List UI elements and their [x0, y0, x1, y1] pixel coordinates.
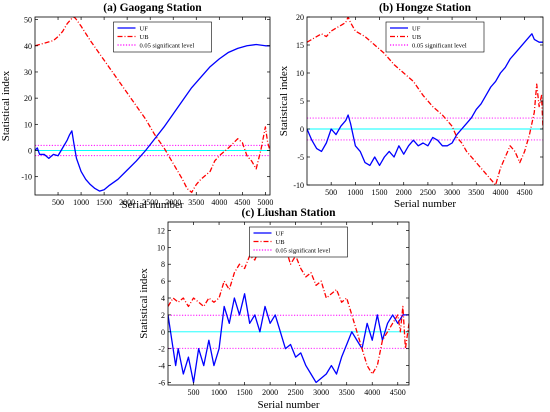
y-tick-label: 10: [296, 69, 304, 78]
x-tick-label: 1000: [347, 188, 363, 197]
y-tick-label: 10: [157, 243, 165, 252]
y-tick-label: 6: [161, 277, 165, 286]
panel-hongze: (b) Hongze Station 500 1000 1500 2000 2500 300…: [278, 2, 544, 210]
x-tick-label: 500: [325, 188, 337, 197]
y-tick-label: 40: [24, 42, 32, 51]
legend-entry: UB: [276, 239, 286, 246]
x-tick-label: 2500: [288, 388, 304, 397]
x-tick-label: 5000: [257, 198, 273, 207]
x-tick-label: 4000: [492, 188, 508, 197]
y-tick-label: 20: [296, 13, 304, 22]
x-tick-label: 1500: [372, 188, 388, 197]
series-uf: [35, 43, 270, 192]
chart-title: (c) Liushan Station: [242, 207, 337, 219]
x-tick-label: 4500: [517, 188, 533, 197]
x-tick-label: 1500: [96, 198, 112, 207]
x-tick-label: 500: [52, 198, 64, 207]
legend-entry: 0.05 significant level: [276, 247, 331, 254]
y-tick-label: 15: [296, 41, 304, 50]
y-axis-label: Statistical index: [138, 268, 150, 339]
y-tick-label: 30: [24, 68, 32, 77]
y-tick-label: -2: [158, 345, 165, 354]
legend-entry: 0.05 significant level: [412, 42, 467, 49]
y-axis-label: Statistical index: [0, 70, 12, 141]
x-tick-label: 2000: [262, 388, 278, 397]
x-axis-label: Serial number: [257, 399, 319, 411]
y-tick-label: 8: [161, 260, 165, 269]
x-tick-label: 4500: [234, 198, 250, 207]
series-uf: [307, 33, 543, 167]
x-tick-label: 1000: [73, 198, 89, 207]
legend-entry: UF: [140, 25, 149, 32]
y-tick-label: 0: [300, 125, 304, 134]
x-axis-label: Serial number: [121, 199, 183, 211]
x-tick-label: 4000: [211, 198, 227, 207]
y-tick-label: 12: [157, 226, 165, 235]
x-tick-label: 1500: [237, 388, 253, 397]
series-ub: [307, 17, 543, 185]
x-tick-label: 3000: [444, 188, 460, 197]
x-axis-label: Serial number: [394, 198, 456, 210]
legend-entry: UB: [140, 34, 150, 41]
series-ub: [35, 17, 270, 194]
x-tick-label: 3000: [313, 388, 329, 397]
x-tick-label: 2500: [142, 198, 158, 207]
y-tick-label: -10: [293, 181, 304, 190]
x-tick-label: 4000: [364, 388, 380, 397]
y-tick-label: 0: [161, 328, 165, 337]
y-tick-label: 5: [300, 97, 304, 106]
plot-frame: [34, 16, 271, 196]
y-axis-label: Statistical index: [278, 65, 290, 136]
legend: UF UB0.05 significant level: [385, 21, 485, 53]
y-tick-label: -5: [297, 153, 304, 162]
y-tick-label: 4: [161, 294, 165, 303]
legend-entry: 0.05 significant level: [140, 42, 195, 49]
x-tick-label: 1000: [211, 388, 227, 397]
x-tick-label: 3000: [165, 198, 181, 207]
y-tick-label: 2: [161, 311, 165, 320]
chart-title: (b) Hongze Station: [379, 2, 472, 14]
legend-entry: UF: [412, 25, 421, 32]
y-tick-label: -10: [21, 173, 32, 182]
x-tick-label: 4500: [390, 388, 406, 397]
x-tick-label: 3500: [339, 388, 355, 397]
y-tick-label: 20: [24, 94, 32, 103]
y-tick-label: -6: [158, 378, 165, 387]
y-tick-label: 0: [28, 147, 32, 156]
y-tick-label: 50: [24, 16, 32, 25]
legend: UF UB0.05 significant level: [113, 21, 212, 53]
panel-liushan: (c) Liushan Station 500 1000 1500 2000 2500 30…: [138, 207, 410, 411]
x-tick-label: 500: [188, 388, 200, 397]
plot-frame: [167, 221, 410, 386]
legend-entry: UB: [412, 34, 422, 41]
x-tick-label: 3500: [188, 198, 204, 207]
x-tick-label: 2500: [420, 188, 436, 197]
x-tick-label: 3500: [468, 188, 484, 197]
y-tick-label: 10: [24, 120, 32, 129]
legend: UF UB0.05 significant level: [249, 226, 348, 258]
y-tick-label: -4: [158, 362, 165, 371]
chart-title: (a) Gaogang Station: [103, 2, 202, 14]
x-tick-label: 2000: [396, 188, 412, 197]
legend-entry: UF: [276, 230, 285, 237]
x-tick-label: 2000: [119, 198, 135, 207]
series-ub: [168, 225, 409, 375]
series-uf: [168, 293, 409, 384]
